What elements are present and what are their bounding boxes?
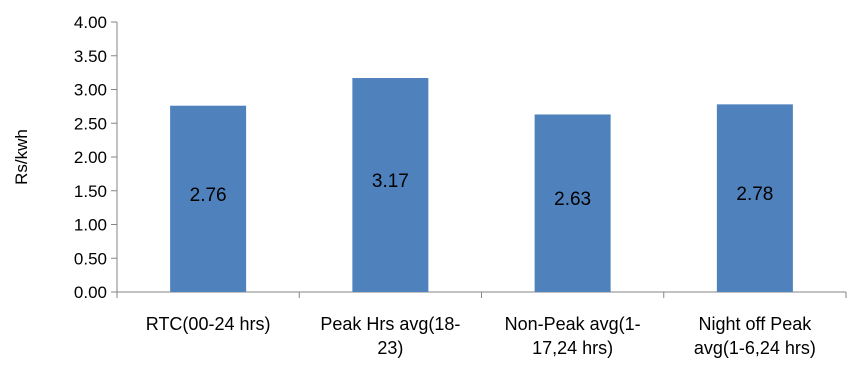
category-label: Night off Peak avg(1-6,24 hrs) [694, 314, 816, 358]
y-tick-label: 1.50 [74, 182, 107, 201]
bar [170, 105, 247, 292]
y-tick-label: 3.50 [74, 47, 107, 66]
bar [534, 114, 611, 292]
bar [716, 104, 793, 292]
bar [352, 78, 429, 293]
data-label: 2.76 [190, 185, 227, 206]
y-tick-label: 2.00 [74, 148, 107, 167]
y-tick-label: 2.50 [74, 114, 107, 133]
labels: 0.00 0.50 1.00 1.50 2.00 2.50 3.00 3.50 4.00 2.76… [74, 13, 816, 358]
category-label: RTC(00-24 hrs) [146, 314, 271, 334]
data-label: 2.63 [554, 189, 591, 210]
bars [170, 78, 793, 293]
y-tick-label: 0.50 [74, 249, 107, 268]
y-tick-label: 1.00 [74, 216, 107, 235]
y-tick-label: 3.00 [74, 81, 107, 100]
data-label: 3.17 [372, 171, 409, 192]
y-tick-label: 4.00 [74, 13, 107, 32]
data-label: 2.78 [736, 184, 773, 205]
y-axis-label: Rs/kwh [12, 129, 31, 185]
y-tick-label: 0.00 [74, 283, 107, 302]
category-label: Peak Hrs avg(18-23) [320, 314, 460, 358]
category-label: Non-Peak avg(1-17,24 hrs) [505, 314, 641, 358]
